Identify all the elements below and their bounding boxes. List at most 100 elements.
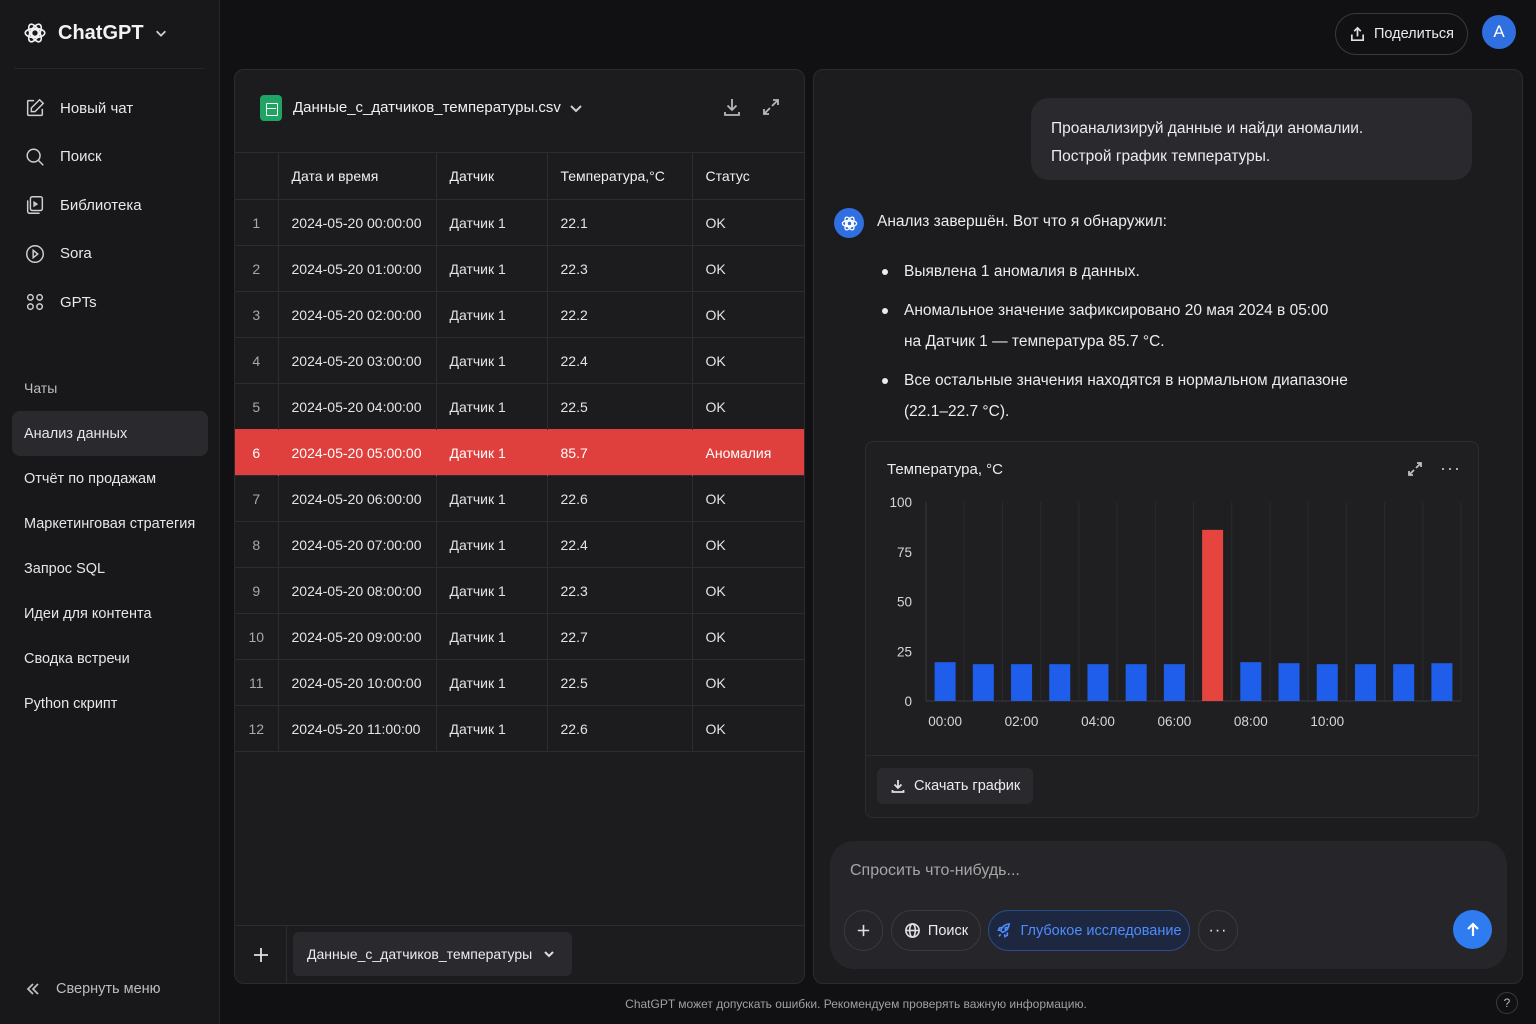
collapse-menu-button[interactable]: Свернуть меню <box>24 980 161 998</box>
bar <box>1431 663 1453 701</box>
cell-temperature: 85.7 <box>547 429 693 476</box>
download-icon[interactable] <box>721 96 743 118</box>
cell-temperature: 22.5 <box>547 659 693 706</box>
table-row[interactable]: 12 2024-05-20 11:00:00 Датчик 1 22.6 OK <box>235 705 804 752</box>
table-row[interactable]: 10 2024-05-20 09:00:00 Датчик 1 22.7 OK <box>235 613 804 660</box>
cell-status: OK <box>692 291 804 338</box>
column-header-status[interactable]: Статус <box>692 152 804 200</box>
prompt-input[interactable] <box>850 855 1470 887</box>
rocket-icon <box>997 922 1011 938</box>
cell-sensor: Датчик 1 <box>436 199 548 246</box>
sidebar-item-new-chat[interactable]: Новый чат <box>12 84 208 133</box>
sheet-tab[interactable]: Данные_с_датчиков_температуры <box>293 932 573 976</box>
bar <box>1163 664 1185 701</box>
data-table: Дата и время Датчик Температура,°C Стату… <box>235 152 804 752</box>
table-row[interactable]: 7 2024-05-20 06:00:00 Датчик 1 22.6 OK <box>235 475 804 522</box>
bar <box>1049 664 1071 701</box>
sidebar-item-sora[interactable]: Sora <box>12 230 208 279</box>
deep-research-button[interactable]: Глубокое исследование <box>988 910 1190 951</box>
chat-item-sales-report[interactable]: Отчёт по продажам <box>24 470 157 487</box>
more-tools-button[interactable]: ··· <box>1198 910 1238 951</box>
help-button[interactable]: ? <box>1496 992 1518 1014</box>
bar <box>1316 664 1338 701</box>
send-button[interactable] <box>1453 910 1492 949</box>
attach-button[interactable] <box>844 910 883 951</box>
table-row[interactable]: 5 2024-05-20 04:00:00 Датчик 1 22.5 OK <box>235 383 804 430</box>
chat-item-content-ideas[interactable]: Идеи для контента <box>24 605 152 622</box>
cell-temperature: 22.4 <box>547 521 693 568</box>
cell-temperature: 22.4 <box>547 337 693 384</box>
cell-datetime: 2024-05-20 03:00:00 <box>278 337 437 384</box>
cell-sensor: Датчик 1 <box>436 291 548 338</box>
file-name[interactable]: Данные_с_датчиков_температуры.csv <box>293 99 561 116</box>
table-row[interactable]: 8 2024-05-20 07:00:00 Датчик 1 22.4 OK <box>235 521 804 568</box>
sidebar-nav: Новый чат Поиск Библиотека Sora GPTs <box>12 84 208 327</box>
chevron-down-icon[interactable] <box>568 100 584 116</box>
row-index: 7 <box>235 475 279 522</box>
bar-anomaly <box>1202 529 1224 701</box>
chat-item-meeting-summary[interactable]: Сводка встречи <box>24 650 130 667</box>
table-row[interactable]: 9 2024-05-20 08:00:00 Датчик 1 22.3 OK <box>235 567 804 614</box>
table-row[interactable]: 4 2024-05-20 03:00:00 Датчик 1 22.4 OK <box>235 337 804 384</box>
chat-item-marketing-strategy[interactable]: Маркетинговая стратегия <box>24 515 196 532</box>
column-header-sensor[interactable]: Датчик <box>436 152 548 200</box>
sidebar: ChatGPT Новый чат Поиск Библиотека Sora … <box>0 0 220 1024</box>
cell-datetime: 2024-05-20 08:00:00 <box>278 567 437 614</box>
cell-sensor: Датчик 1 <box>436 705 548 752</box>
chat-item-sql-query[interactable]: Запрос SQL <box>24 560 106 577</box>
x-tick-label: 02:00 <box>1005 714 1039 729</box>
assistant-avatar <box>834 208 864 238</box>
sidebar-item-search[interactable]: Поиск <box>12 133 208 182</box>
cell-status: OK <box>692 475 804 522</box>
column-header-datetime[interactable]: Дата и время <box>278 152 437 200</box>
y-tick-label: 75 <box>897 545 912 560</box>
expand-icon[interactable] <box>760 96 782 118</box>
table-row[interactable]: 11 2024-05-20 10:00:00 Датчик 1 22.5 OK <box>235 659 804 706</box>
file-header: Данные_с_датчиков_температуры.csv <box>235 70 804 152</box>
table-row[interactable]: 1 2024-05-20 00:00:00 Датчик 1 22.1 OK <box>235 199 804 246</box>
cell-temperature: 22.7 <box>547 613 693 660</box>
add-sheet-button[interactable] <box>235 926 287 983</box>
chevron-down-icon <box>155 30 166 37</box>
bar <box>972 664 994 701</box>
cell-status: OK <box>692 245 804 292</box>
search-toggle-button[interactable]: Поиск <box>891 910 981 951</box>
cell-datetime: 2024-05-20 07:00:00 <box>278 521 437 568</box>
cell-datetime: 2024-05-20 10:00:00 <box>278 659 437 706</box>
bar <box>1087 664 1109 701</box>
cell-temperature: 22.5 <box>547 383 693 430</box>
table-row[interactable]: 3 2024-05-20 02:00:00 Датчик 1 22.2 OK <box>235 291 804 338</box>
temperature-bar-chart: 0 25 50 75 100 00:00 02:00 04:00 06:00 08:00 10:00 <box>889 495 1462 729</box>
bar <box>1278 663 1300 701</box>
row-index: 12 <box>235 705 279 752</box>
table-row[interactable]: 6 2024-05-20 05:00:00 Датчик 1 85.7 Аномалия <box>235 429 804 476</box>
column-header-temperature[interactable]: Температура,°C <box>547 152 693 200</box>
cell-status: OK <box>692 199 804 246</box>
chat-history: Анализ данных Отчёт по продажам Маркетин… <box>12 411 208 726</box>
cell-sensor: Датчик 1 <box>436 245 548 292</box>
table-row[interactable]: 2 2024-05-20 01:00:00 Датчик 1 22.3 OK <box>235 245 804 292</box>
avatar[interactable]: A <box>1482 15 1516 49</box>
sidebar-item-gpts[interactable]: GPTs <box>12 278 208 327</box>
plus-icon <box>857 924 870 937</box>
expand-icon[interactable] <box>1406 460 1424 478</box>
x-tick-label: 04:00 <box>1081 714 1115 729</box>
model-switcher[interactable]: ChatGPT <box>22 20 168 46</box>
cell-sensor: Датчик 1 <box>436 521 548 568</box>
row-index: 2 <box>235 245 279 292</box>
more-options-icon[interactable]: ··· <box>1440 458 1461 478</box>
share-button[interactable]: Поделиться <box>1335 13 1468 55</box>
download-chart-button[interactable]: Скачать график <box>877 768 1034 804</box>
chat-item-data-analysis[interactable]: Анализ данных <box>12 411 208 456</box>
message-composer: Поиск Глубокое исследование ··· <box>830 841 1507 969</box>
chat-item-python-script[interactable]: Python скрипт <box>24 695 118 712</box>
user-message-line: Проанализируй данные и найди аномалии. <box>1051 120 1364 137</box>
bar <box>1240 662 1262 701</box>
x-tick-label: 00:00 <box>928 714 962 729</box>
table-header-row: Дата и время Датчик Температура,°C Стату… <box>235 152 804 200</box>
assistant-intro: Анализ завершён. Вот что я обнаружил: <box>877 213 1167 230</box>
new-chat-icon <box>26 98 45 117</box>
bullet-text: (22.1–22.7 °C). <box>904 403 1010 420</box>
chart-title: Температура, °C <box>887 461 1004 478</box>
sidebar-item-library[interactable]: Библиотека <box>12 181 208 230</box>
